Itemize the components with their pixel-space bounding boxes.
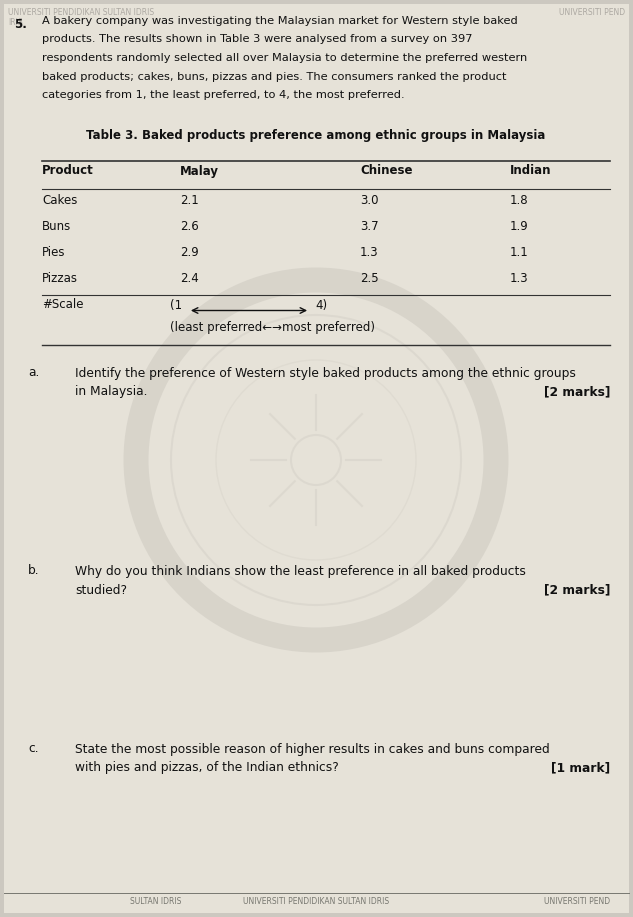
Text: State the most possible reason of higher results in cakes and buns compared: State the most possible reason of higher…	[75, 743, 549, 756]
Text: [1 mark]: [1 mark]	[551, 761, 610, 775]
Text: 3.7: 3.7	[360, 220, 379, 234]
Text: Chinese: Chinese	[360, 164, 413, 178]
Text: Table 3. Baked products preference among ethnic groups in Malaysia: Table 3. Baked products preference among…	[86, 128, 546, 141]
Text: 3.0: 3.0	[360, 194, 379, 207]
Text: Identify the preference of Western style baked products among the ethnic groups: Identify the preference of Western style…	[75, 367, 576, 380]
Text: respondents randomly selected all over Malaysia to determine the preferred weste: respondents randomly selected all over M…	[42, 53, 527, 63]
Text: Product: Product	[42, 164, 94, 178]
Text: with pies and pizzas, of the Indian ethnics?: with pies and pizzas, of the Indian ethn…	[75, 761, 339, 775]
Text: UNIVERSITI PEND: UNIVERSITI PEND	[544, 897, 610, 906]
Text: 2.5: 2.5	[360, 272, 379, 285]
Text: categories from 1, the least preferred, to 4, the most preferred.: categories from 1, the least preferred, …	[42, 90, 404, 100]
Text: 2.6: 2.6	[180, 220, 199, 234]
Text: 1.3: 1.3	[360, 247, 379, 260]
Text: A bakery company was investigating the Malaysian market for Western style baked: A bakery company was investigating the M…	[42, 16, 518, 26]
Text: Cakes: Cakes	[42, 194, 77, 207]
Text: 1.1: 1.1	[510, 247, 529, 260]
Text: Why do you think Indians show the least preference in all baked products: Why do you think Indians show the least …	[75, 565, 526, 578]
Text: Indian: Indian	[510, 164, 551, 178]
Text: 2.9: 2.9	[180, 247, 199, 260]
Text: 1.3: 1.3	[510, 272, 529, 285]
Text: b.: b.	[28, 565, 40, 578]
Text: Malay: Malay	[180, 164, 219, 178]
Text: Pies: Pies	[42, 247, 65, 260]
Text: 1.9: 1.9	[510, 220, 529, 234]
Text: [2 marks]: [2 marks]	[544, 583, 610, 596]
Text: 2.1: 2.1	[180, 194, 199, 207]
Text: UNIVERSITI PEND: UNIVERSITI PEND	[559, 8, 625, 17]
Text: UNIVERSITI PENDIDIKAN SULTAN IDRIS: UNIVERSITI PENDIDIKAN SULTAN IDRIS	[8, 8, 154, 17]
Text: 5.: 5.	[14, 18, 27, 31]
Text: 4): 4)	[315, 299, 327, 312]
Text: UNIVERSITI PENDIDIKAN SULTAN IDRIS: UNIVERSITI PENDIDIKAN SULTAN IDRIS	[243, 897, 389, 906]
Text: products. The results shown in Table 3 were analysed from a survey on 397: products. The results shown in Table 3 w…	[42, 35, 472, 45]
Text: in Malaysia.: in Malaysia.	[75, 385, 147, 399]
Text: IRIS: IRIS	[8, 18, 23, 27]
Text: a.: a.	[28, 367, 39, 380]
Text: [2 marks]: [2 marks]	[544, 385, 610, 399]
Text: Pizzas: Pizzas	[42, 272, 78, 285]
Text: SULTAN IDRIS: SULTAN IDRIS	[130, 897, 182, 906]
Text: (least preferred←→most preferred): (least preferred←→most preferred)	[170, 321, 375, 334]
Text: 1.8: 1.8	[510, 194, 529, 207]
Text: c.: c.	[28, 743, 39, 756]
Text: 2.4: 2.4	[180, 272, 199, 285]
Text: baked products; cakes, buns, pizzas and pies. The consumers ranked the product: baked products; cakes, buns, pizzas and …	[42, 72, 506, 82]
Text: studied?: studied?	[75, 583, 127, 596]
Text: Buns: Buns	[42, 220, 72, 234]
Text: #Scale: #Scale	[42, 299, 84, 312]
Text: (1: (1	[170, 299, 182, 312]
